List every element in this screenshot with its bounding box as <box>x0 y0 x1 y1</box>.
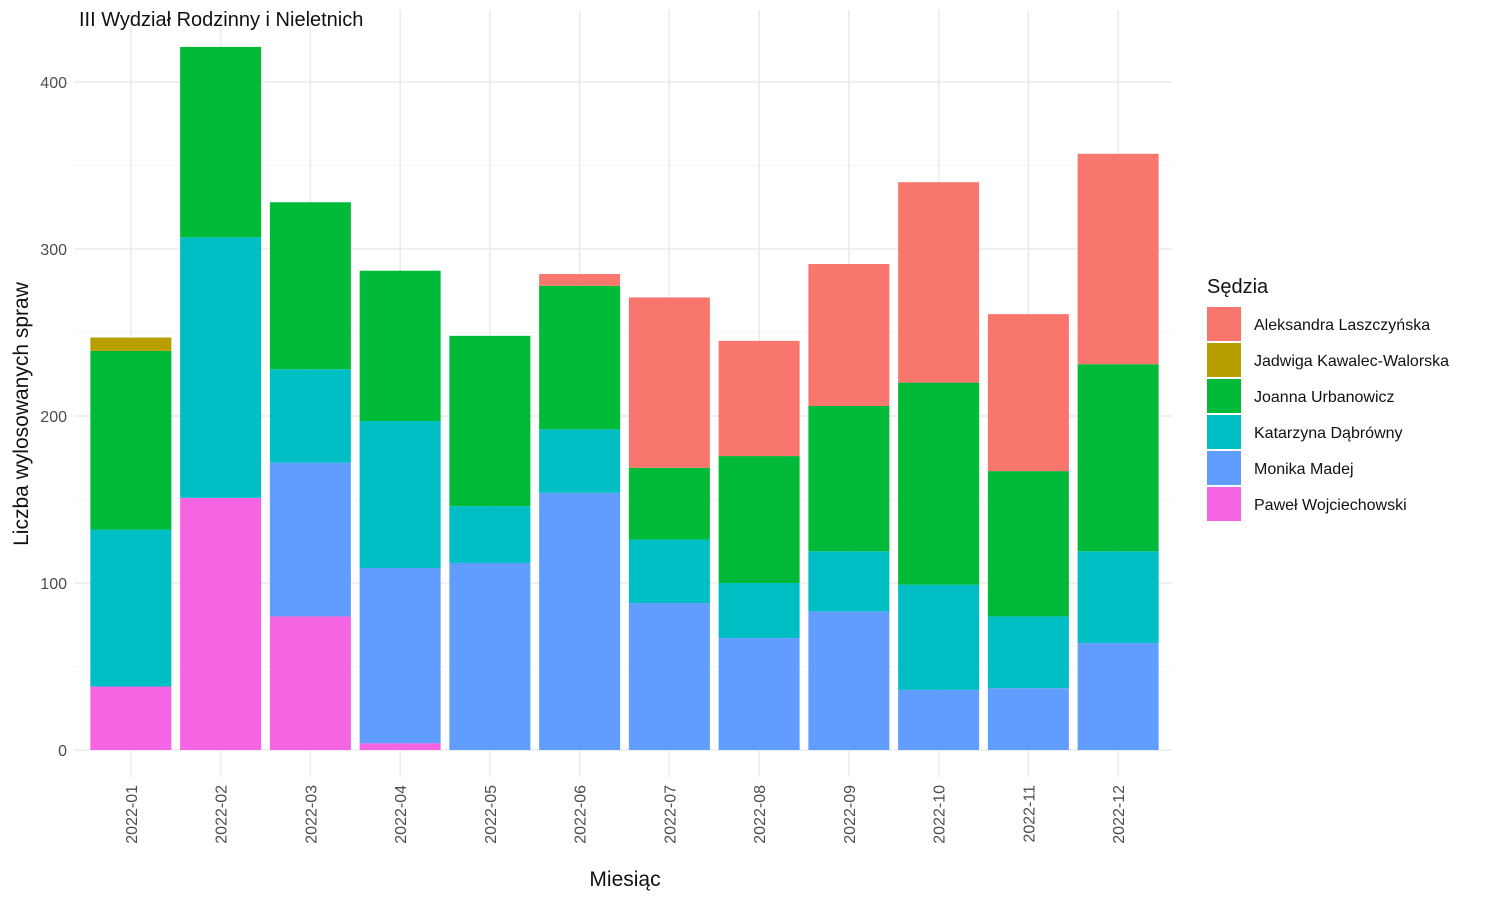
bar-2022-01-pawel-wojciechowski <box>90 686 172 750</box>
x-tick-label: 2022-05 <box>483 785 500 844</box>
bar-2022-12-aleksandra-laszczynska <box>1077 153 1159 365</box>
bar-2022-12-joanna-urbanowicz <box>1077 364 1159 552</box>
legend-swatch-monika-madej <box>1207 451 1241 485</box>
x-tick-label: 2022-10 <box>932 785 949 844</box>
x-tick-label: 2022-12 <box>1111 785 1128 844</box>
bar-2022-10-katarzyna-dabrowny <box>898 584 980 690</box>
bar-2022-02-katarzyna-dabrowny <box>180 237 262 498</box>
bar-2022-01-jadwiga-kawalec-walorska <box>90 337 172 351</box>
x-tick-label: 2022-11 <box>1021 785 1038 843</box>
bar-2022-06-monika-madej <box>539 492 621 750</box>
y-tick-label: 0 <box>58 743 67 760</box>
x-tick-label: 2022-06 <box>573 785 590 844</box>
bar-2022-10-aleksandra-laszczynska <box>898 182 980 383</box>
legend-label-katarzyna-dabrowny: Katarzyna Dąbrówny <box>1254 425 1403 442</box>
legend-label-aleksandra-laszczynska: Aleksandra Laszczyńska <box>1254 317 1430 334</box>
bar-2022-03-pawel-wojciechowski <box>269 616 351 750</box>
y-axis-ticks: 0 100 200 300 400 <box>40 75 67 760</box>
x-tick-label: 2022-07 <box>662 785 679 844</box>
y-axis-title: Liczba wylosowanych spraw <box>10 281 33 546</box>
legend-swatch-joanna-urbanowicz <box>1207 379 1241 413</box>
bar-2022-06-katarzyna-dabrowny <box>539 429 621 493</box>
bars <box>90 46 1159 750</box>
bar-2022-05-joanna-urbanowicz <box>449 335 531 507</box>
bar-2022-06-joanna-urbanowicz <box>539 285 621 430</box>
y-tick-label: 200 <box>40 409 67 426</box>
bar-2022-08-katarzyna-dabrowny <box>718 583 800 639</box>
bar-2022-01-joanna-urbanowicz <box>90 350 172 530</box>
bar-2022-02-pawel-wojciechowski <box>180 497 262 750</box>
bar-2022-04-pawel-wojciechowski <box>359 743 441 750</box>
x-axis-title: Miesiąc <box>589 868 660 891</box>
y-tick-label: 100 <box>40 576 67 593</box>
bar-2022-07-monika-madej <box>628 603 710 750</box>
bar-2022-10-monika-madej <box>898 689 980 750</box>
bar-2022-03-monika-madej <box>269 462 351 617</box>
bar-2022-11-aleksandra-laszczynska <box>987 314 1069 472</box>
bar-2022-09-joanna-urbanowicz <box>808 405 890 552</box>
bar-2022-02-joanna-urbanowicz <box>180 46 262 238</box>
bar-2022-07-katarzyna-dabrowny <box>628 539 710 604</box>
legend-label-monika-madej: Monika Madej <box>1254 461 1354 478</box>
bar-2022-08-joanna-urbanowicz <box>718 456 800 583</box>
bar-2022-03-katarzyna-dabrowny <box>269 369 351 463</box>
bar-2022-11-joanna-urbanowicz <box>987 471 1069 617</box>
chart-title: III Wydział Rodzinny i Nieletnich <box>79 9 363 31</box>
bar-2022-09-aleksandra-laszczynska <box>808 264 890 406</box>
y-tick-label: 300 <box>40 242 67 259</box>
legend: Sędzia Aleksandra Laszczyńska Jadwiga Kaw… <box>1207 276 1449 521</box>
bar-2022-07-aleksandra-laszczynska <box>628 297 710 468</box>
bar-2022-05-monika-madej <box>449 562 531 750</box>
bar-2022-12-katarzyna-dabrowny <box>1077 551 1159 644</box>
y-tick-label: 400 <box>40 75 67 92</box>
bar-2022-12-monika-madej <box>1077 643 1159 750</box>
bar-2022-06-aleksandra-laszczynska <box>539 274 621 286</box>
legend-swatch-pawel-wojciechowski <box>1207 487 1241 521</box>
bar-2022-04-katarzyna-dabrowny <box>359 421 441 568</box>
legend-label-joanna-urbanowicz: Joanna Urbanowicz <box>1254 389 1395 406</box>
legend-swatch-aleksandra-laszczynska <box>1207 307 1241 341</box>
x-tick-label: 2022-01 <box>124 785 141 844</box>
legend-swatch-katarzyna-dabrowny <box>1207 415 1241 449</box>
bar-2022-07-joanna-urbanowicz <box>628 467 710 540</box>
bar-2022-08-aleksandra-laszczynska <box>718 340 800 457</box>
x-tick-label: 2022-08 <box>752 785 769 844</box>
bar-2022-11-katarzyna-dabrowny <box>987 616 1069 689</box>
legend-label-jadwiga-kawalec-walorska: Jadwiga Kawalec-Walorska <box>1254 353 1449 370</box>
bar-2022-03-joanna-urbanowicz <box>269 202 351 370</box>
x-tick-label: 2022-03 <box>303 785 320 844</box>
bar-2022-04-joanna-urbanowicz <box>359 270 441 422</box>
bar-2022-05-katarzyna-dabrowny <box>449 506 531 563</box>
x-tick-label: 2022-09 <box>842 785 859 844</box>
x-tick-label: 2022-02 <box>214 785 231 844</box>
bar-2022-01-katarzyna-dabrowny <box>90 529 172 687</box>
bar-2022-09-monika-madej <box>808 611 890 750</box>
x-axis-ticks: 2022-01 2022-02 2022-03 2022-04 2022-05 2022-… <box>124 785 1128 844</box>
bar-2022-10-joanna-urbanowicz <box>898 382 980 585</box>
legend-title: Sędzia <box>1207 276 1269 298</box>
bar-2022-11-monika-madej <box>987 688 1069 750</box>
legend-swatch-jadwiga-kawalec-walorska <box>1207 343 1241 377</box>
bar-2022-04-monika-madej <box>359 567 441 744</box>
bar-2022-09-katarzyna-dabrowny <box>808 551 890 612</box>
bar-2022-08-monika-madej <box>718 638 800 750</box>
legend-label-pawel-wojciechowski: Paweł Wojciechowski <box>1254 497 1407 514</box>
x-tick-label: 2022-04 <box>393 785 410 844</box>
